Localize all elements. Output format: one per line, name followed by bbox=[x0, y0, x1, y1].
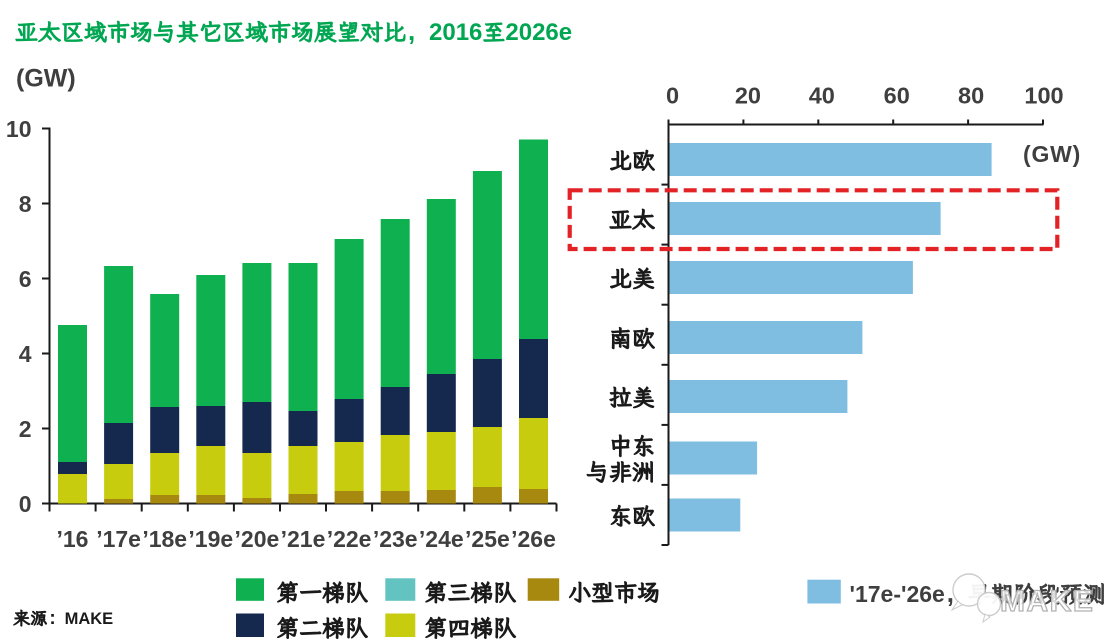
svg-text:,: , bbox=[408, 16, 415, 46]
svg-text:0: 0 bbox=[666, 83, 679, 109]
svg-text:(GW): (GW) bbox=[1023, 141, 1081, 167]
svg-text:6: 6 bbox=[19, 266, 32, 292]
svg-text:,: , bbox=[947, 578, 954, 608]
svg-text:2026e: 2026e bbox=[505, 19, 572, 46]
svg-text:’16: ’16 bbox=[57, 526, 89, 552]
svg-text:MAKE: MAKE bbox=[65, 610, 114, 628]
svg-text:100: 100 bbox=[1024, 83, 1063, 109]
svg-text:’17e: ’17e bbox=[96, 526, 141, 552]
svg-text:2016: 2016 bbox=[429, 19, 482, 46]
svg-text:2: 2 bbox=[19, 416, 32, 442]
svg-text:60: 60 bbox=[884, 83, 910, 109]
svg-text:’23e: ’23e bbox=[373, 526, 418, 552]
svg-text:MAKE: MAKE bbox=[1000, 585, 1094, 618]
svg-text:’19e: ’19e bbox=[188, 526, 233, 552]
svg-text:80: 80 bbox=[958, 83, 984, 109]
svg-text::: : bbox=[49, 608, 55, 629]
svg-text:’21e: ’21e bbox=[281, 526, 326, 552]
svg-text:’24e: ’24e bbox=[419, 526, 464, 552]
svg-text:'17e-'26e: '17e-'26e bbox=[850, 581, 945, 607]
svg-text:0: 0 bbox=[19, 491, 32, 517]
svg-text:20: 20 bbox=[735, 83, 761, 109]
svg-text:’22e: ’22e bbox=[327, 526, 372, 552]
svg-text:(GW): (GW) bbox=[16, 65, 76, 93]
svg-text:’18e: ’18e bbox=[142, 526, 187, 552]
svg-text:8: 8 bbox=[19, 191, 32, 217]
svg-text:10: 10 bbox=[6, 116, 32, 142]
svg-text:’25e: ’25e bbox=[465, 526, 510, 552]
svg-text:’20e: ’20e bbox=[235, 526, 280, 552]
svg-text:’26e: ’26e bbox=[511, 526, 556, 552]
svg-text:40: 40 bbox=[809, 83, 835, 109]
svg-text:4: 4 bbox=[19, 341, 32, 367]
